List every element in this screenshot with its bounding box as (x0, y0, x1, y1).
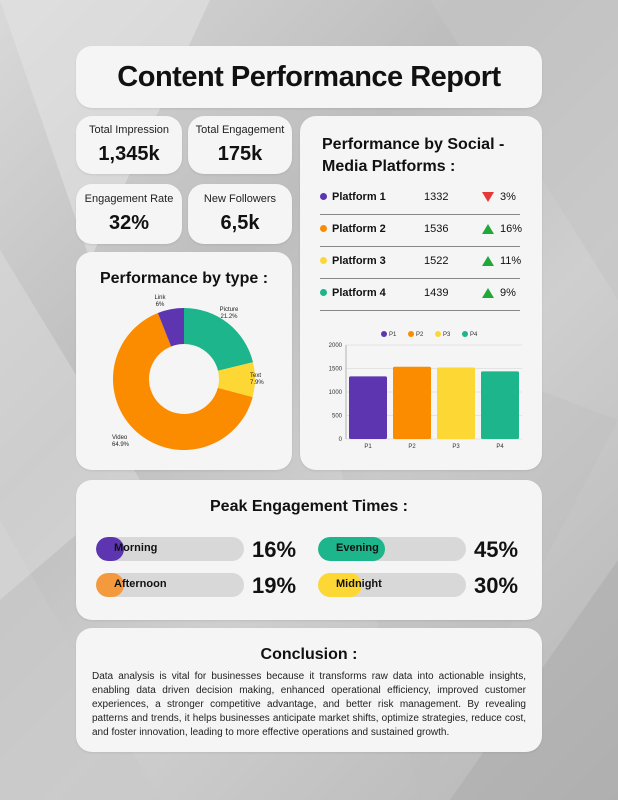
platform-dot (320, 193, 327, 200)
stat-label: Total Engagement (195, 124, 285, 136)
slice-label: Video (112, 435, 128, 441)
platform-value: 1536 (424, 223, 449, 235)
platform-row: Platform 1 1332 3% (320, 182, 520, 215)
y-tick-label: 2000 (329, 343, 343, 349)
conclusion-heading: Conclusion : (260, 646, 358, 663)
peak-bar-evening: Evening (318, 537, 466, 561)
legend-marker (381, 331, 387, 337)
platform-row: Platform 3 1522 11% (320, 246, 522, 279)
platform-name: Platform 3 (332, 255, 386, 267)
peak-percent: 16% (252, 537, 297, 562)
peak-label: Midnight (336, 578, 382, 590)
y-tick-label: 1000 (329, 390, 343, 396)
legend-label: P2 (416, 332, 424, 338)
slice-percent-label: 64.9% (112, 442, 130, 448)
type-heading: Performance by type : (99, 270, 269, 287)
social-heading: Performance by Social - Media Platforms … (322, 136, 505, 175)
stat-label: Total Impression (88, 124, 170, 136)
slice-percent-label: 6% (156, 302, 165, 308)
peak-label: Afternoon (114, 578, 167, 590)
stat-label: Engagement Rate (84, 193, 174, 205)
x-tick-label: P1 (364, 444, 372, 450)
donut-slice-video (112, 312, 253, 450)
x-tick-label: P3 (452, 444, 460, 450)
platform-dot (320, 289, 327, 296)
donut-slice-text (217, 362, 256, 398)
stat-value: 1,345k (98, 143, 160, 165)
slice-label: Text (250, 373, 261, 379)
stat-label: New Followers (203, 193, 277, 205)
bar-p4 (481, 371, 519, 439)
peak-bar-fill (318, 537, 385, 561)
legend-marker (408, 331, 414, 337)
peak-bar-midnight: Midnight (318, 573, 466, 597)
bar-p1 (349, 376, 387, 439)
peak-percent: 30% (474, 573, 519, 598)
stat-total-impression: Total Impression 1,345k (76, 116, 182, 174)
trend-up-icon (482, 256, 494, 269)
x-tick-label: P2 (408, 444, 416, 450)
social-platforms-card: Performance by Social - Media Platforms … (300, 116, 542, 470)
legend-label: P4 (470, 332, 478, 338)
stat-value: 32% (108, 212, 150, 234)
donut-slice-link (157, 308, 184, 347)
slice-label: Link (154, 295, 166, 301)
legend-marker (435, 331, 441, 337)
platform-change: 16% (500, 223, 523, 235)
peak-bar-morning: Morning (96, 537, 244, 561)
x-tick-label: P4 (496, 444, 504, 450)
peak-bar-fill (96, 573, 125, 597)
stat-total-engagement: Total Engagement 175k (188, 116, 292, 174)
bar-p2 (393, 366, 431, 439)
platform-dot (320, 225, 327, 232)
bar-p3 (437, 367, 475, 439)
stat-new-followers: New Followers 6,5k (188, 184, 292, 244)
platform-name: Platform 4 (332, 287, 386, 299)
platform-value: 1522 (424, 255, 449, 267)
legend-label: P1 (389, 332, 397, 338)
y-tick-label: 1500 (329, 367, 343, 373)
peak-label: Evening (336, 542, 379, 554)
platform-bar-chart: 0 500 1000 1500 2000 P1 P2 P3 P4 P1 P2 P3 P4 (329, 331, 522, 450)
peak-bar-afternoon: Afternoon (96, 573, 244, 597)
trend-up-icon (482, 288, 494, 301)
conclusion-text: Data analysis is vital for businesses be… (92, 671, 526, 738)
title-card: Content Performance Report (76, 46, 542, 108)
stat-engagement-rate: Engagement Rate 32% (76, 184, 182, 244)
legend-label: P3 (443, 332, 451, 338)
stat-value: 6,5k (220, 212, 260, 234)
platform-dot (320, 257, 327, 264)
peak-bar-fill (318, 573, 363, 597)
platform-value: 1332 (424, 191, 449, 203)
performance-by-type-card: Performance by type : Picture 21.2% Text 7.… (76, 252, 292, 470)
platform-change: 3% (500, 191, 516, 203)
platform-change: 11% (500, 255, 522, 267)
peak-engagement-card: Peak Engagement Times : Morning 16% Afte… (76, 480, 542, 620)
slice-label: Picture (220, 307, 239, 313)
platform-value: 1439 (424, 287, 449, 299)
platform-change: 9% (500, 287, 516, 299)
donut-slice-picture (184, 308, 253, 371)
trend-up-icon (482, 224, 494, 237)
peak-label: Morning (114, 542, 158, 554)
page-title: Content Performance Report (117, 60, 501, 93)
slice-percent-label: 7.9% (250, 380, 264, 386)
y-tick-label: 0 (339, 437, 343, 443)
y-tick-label: 500 (332, 414, 343, 420)
legend-marker (462, 331, 468, 337)
peak-percent: 19% (252, 573, 297, 598)
peak-bar-fill (96, 537, 124, 561)
trend-down-icon (482, 192, 494, 205)
peak-heading: Peak Engagement Times : (210, 498, 408, 515)
platform-row: Platform 4 1439 9% (320, 278, 520, 311)
stat-value: 175k (217, 143, 263, 165)
conclusion-card: Conclusion : Data analysis is vital for … (76, 628, 542, 752)
platform-row: Platform 2 1536 16% (320, 214, 523, 247)
platform-name: Platform 1 (332, 191, 386, 203)
peak-percent: 45% (474, 537, 519, 562)
slice-percent-label: 21.2% (220, 314, 238, 320)
platform-name: Platform 2 (332, 223, 386, 235)
